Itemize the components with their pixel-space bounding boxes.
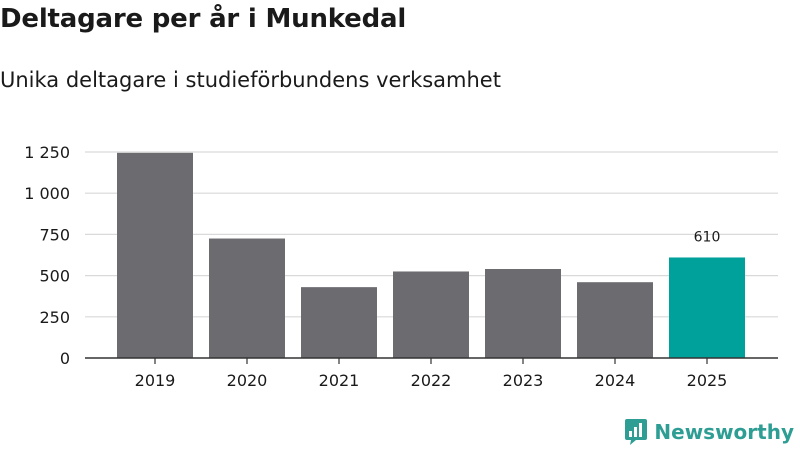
bar [577, 282, 653, 358]
chart-title: Deltagare per år i Munkedal [0, 4, 407, 34]
chart-subtitle: Unika deltagare i studieförbundens verks… [0, 68, 501, 92]
brand-label: Newsworthy [654, 420, 794, 444]
x-tick-label: 2025 [687, 371, 728, 390]
x-tick-label: 2023 [503, 371, 544, 390]
y-tick-label: 250 [39, 308, 70, 327]
x-tick-label: 2020 [227, 371, 268, 390]
y-tick-label: 0 [60, 349, 70, 368]
bar [393, 271, 469, 358]
bar [209, 238, 285, 358]
x-tick-label: 2019 [135, 371, 176, 390]
brand-footer: Newsworthy [624, 418, 794, 446]
x-tick-label: 2024 [595, 371, 636, 390]
newsworthy-logo-icon [625, 419, 648, 445]
y-tick-label: 500 [39, 267, 70, 286]
data-label: 610 [694, 229, 721, 245]
y-tick-label: 1 250 [24, 143, 70, 162]
bar [669, 257, 745, 358]
bar [117, 152, 193, 358]
bar [301, 287, 377, 358]
x-tick-label: 2022 [411, 371, 452, 390]
bar [485, 269, 561, 358]
y-tick-label: 1 000 [24, 184, 70, 203]
y-tick-label: 750 [39, 225, 70, 244]
x-tick-label: 2021 [319, 371, 360, 390]
